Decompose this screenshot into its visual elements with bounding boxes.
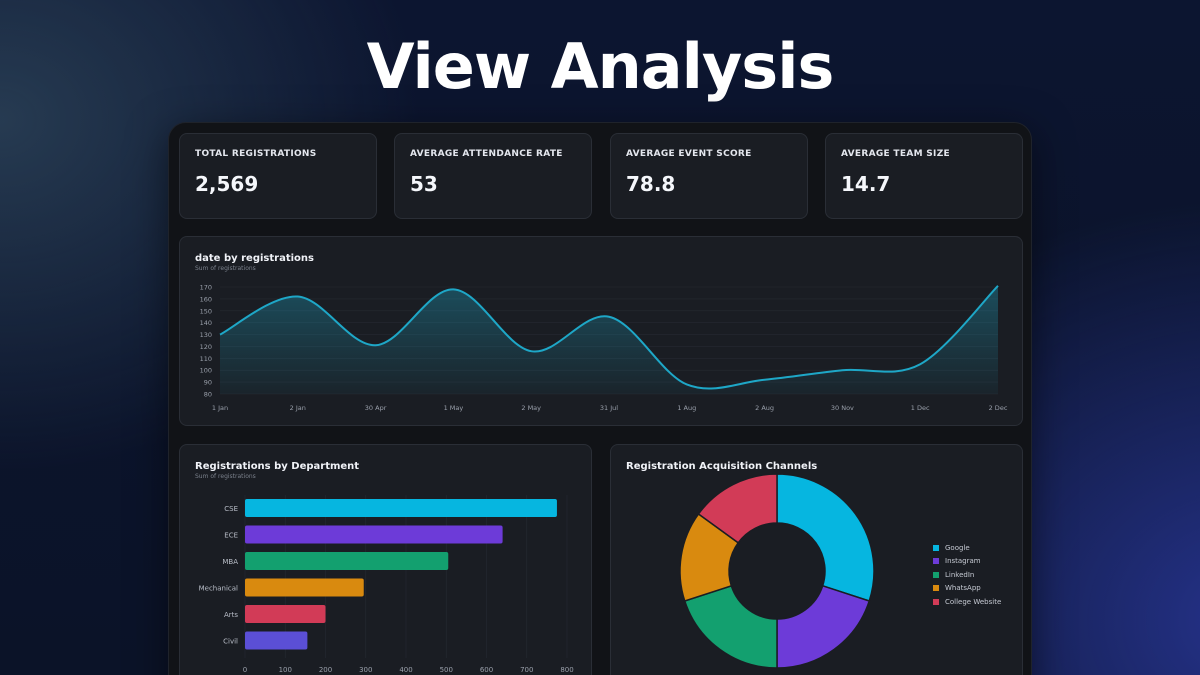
- x-tick-label: 700: [520, 666, 533, 674]
- y-tick-label: 140: [200, 319, 212, 327]
- legend-item: Google: [933, 541, 1001, 555]
- kpi-label: AVERAGE TEAM SIZE: [841, 149, 950, 159]
- kpi-label: AVERAGE EVENT SCORE: [626, 149, 752, 159]
- legend-item: LinkedIn: [933, 568, 1001, 582]
- bar-cse: [245, 499, 557, 517]
- x-tick-label: 30 Apr: [365, 404, 387, 412]
- kpi-label: TOTAL REGISTRATIONS: [195, 149, 317, 159]
- x-tick-label: 1 Dec: [911, 404, 930, 412]
- bar-mechanical: [245, 578, 364, 597]
- kpi-label: AVERAGE ATTENDANCE RATE: [410, 149, 563, 159]
- x-tick-label: 30 Nov: [831, 404, 854, 412]
- x-tick-label: 600: [480, 666, 493, 674]
- slice-college-website: [697, 473, 778, 544]
- kpi-card-attendance-rate: AVERAGE ATTENDANCE RATE 53: [394, 133, 592, 219]
- donut-chart-title: Registration Acquisition Channels: [626, 461, 818, 472]
- y-tick-label: 120: [200, 343, 212, 351]
- line-chart-subtitle: Sum of registrations: [195, 265, 256, 272]
- area-fill: [220, 285, 998, 394]
- x-tick-label: 2 Dec: [989, 404, 1008, 412]
- x-tick-label: 100: [279, 666, 292, 674]
- x-tick-label: 500: [440, 666, 453, 674]
- x-tick-label: 800: [560, 666, 573, 674]
- y-tick-label: 130: [200, 331, 212, 339]
- x-tick-label: 2 Aug: [755, 404, 774, 412]
- x-tick-label: 200: [319, 666, 332, 674]
- legend-item: Instagram: [933, 555, 1001, 569]
- bar-chart-card: Registrations by Department Sum of regis…: [179, 444, 592, 675]
- category-label: Mechanical: [199, 585, 238, 593]
- category-label: CSE: [224, 505, 238, 513]
- slice-google: [776, 473, 875, 602]
- legend-label: WhatsApp: [945, 584, 981, 593]
- category-label: Arts: [224, 611, 238, 619]
- y-tick-label: 90: [204, 379, 212, 387]
- legend-swatch: [933, 558, 939, 565]
- x-tick-label: 0: [243, 666, 247, 674]
- kpi-value: 2,569: [195, 172, 259, 196]
- legend-swatch: [933, 571, 939, 578]
- kpi-value: 14.7: [841, 172, 891, 196]
- bar-mba: [245, 552, 449, 570]
- kpi-card-event-score: AVERAGE EVENT SCORE 78.8: [610, 133, 808, 219]
- legend-swatch: [933, 598, 939, 605]
- y-tick-label: 170: [200, 284, 212, 292]
- kpi-card-team-size: AVERAGE TEAM SIZE 14.7: [825, 133, 1023, 219]
- dashboard-panel: TOTAL REGISTRATIONS 2,569 AVERAGE ATTEND…: [168, 122, 1032, 675]
- legend-label: LinkedIn: [945, 570, 975, 579]
- kpi-value: 78.8: [626, 172, 676, 196]
- slice-instagram: [776, 584, 871, 669]
- donut-chart: [679, 473, 875, 669]
- bar-arts: [245, 605, 326, 623]
- x-tick-label: 31 Jul: [600, 404, 618, 412]
- y-tick-label: 160: [200, 295, 212, 303]
- y-tick-label: 150: [200, 307, 212, 315]
- line-chart-card: date by registrations Sum of registratio…: [179, 236, 1023, 426]
- slice-linkedin: [683, 584, 778, 669]
- x-tick-label: 1 Aug: [677, 404, 696, 412]
- x-tick-label: 300: [359, 666, 372, 674]
- line-chart: 80 90 100 110 120 130 140 150 160 170 1 Jan 2 Jan 30…: [200, 284, 1008, 413]
- legend-label: College Website: [945, 597, 1002, 606]
- bar-chart: 0 100 200 300 400 500 600 700 800 CSE ECE MBA Mechan…: [199, 495, 574, 674]
- x-tick-label: 1 May: [444, 404, 464, 412]
- line-chart-title: date by registrations: [195, 253, 314, 264]
- y-tick-label: 110: [200, 355, 212, 363]
- x-tick-label: 2 Jan: [290, 404, 306, 412]
- legend-swatch: [933, 544, 939, 551]
- bar-ece: [245, 525, 503, 544]
- series-line: [219, 285, 999, 390]
- x-tick-label: 2 May: [521, 404, 541, 412]
- category-label: MBA: [222, 558, 238, 566]
- legend-item: WhatsApp: [933, 582, 1001, 596]
- category-label: ECE: [224, 532, 238, 540]
- bar-chart-subtitle: Sum of registrations: [195, 473, 256, 480]
- x-tick-label: 1 Jan: [212, 404, 228, 412]
- bar-chart-title: Registrations by Department: [195, 461, 360, 472]
- y-tick-label: 80: [204, 391, 212, 399]
- legend-item: College Website: [933, 595, 1001, 609]
- donut-legend: Google Instagram LinkedIn WhatsApp College W…: [933, 541, 1001, 609]
- kpi-card-total-registrations: TOTAL REGISTRATIONS 2,569: [179, 133, 377, 219]
- x-tick-label: 400: [399, 666, 412, 674]
- legend-swatch: [933, 585, 939, 592]
- legend-label: Google: [945, 543, 970, 552]
- donut-chart-card: Registration Acquisition Channels Google…: [610, 444, 1023, 675]
- legend-label: Instagram: [945, 557, 981, 566]
- y-tick-label: 100: [200, 367, 212, 375]
- kpi-value: 53: [410, 172, 438, 196]
- bar-civil: [245, 631, 308, 650]
- category-label: Civil: [223, 638, 238, 646]
- page-title: View Analysis: [366, 30, 835, 103]
